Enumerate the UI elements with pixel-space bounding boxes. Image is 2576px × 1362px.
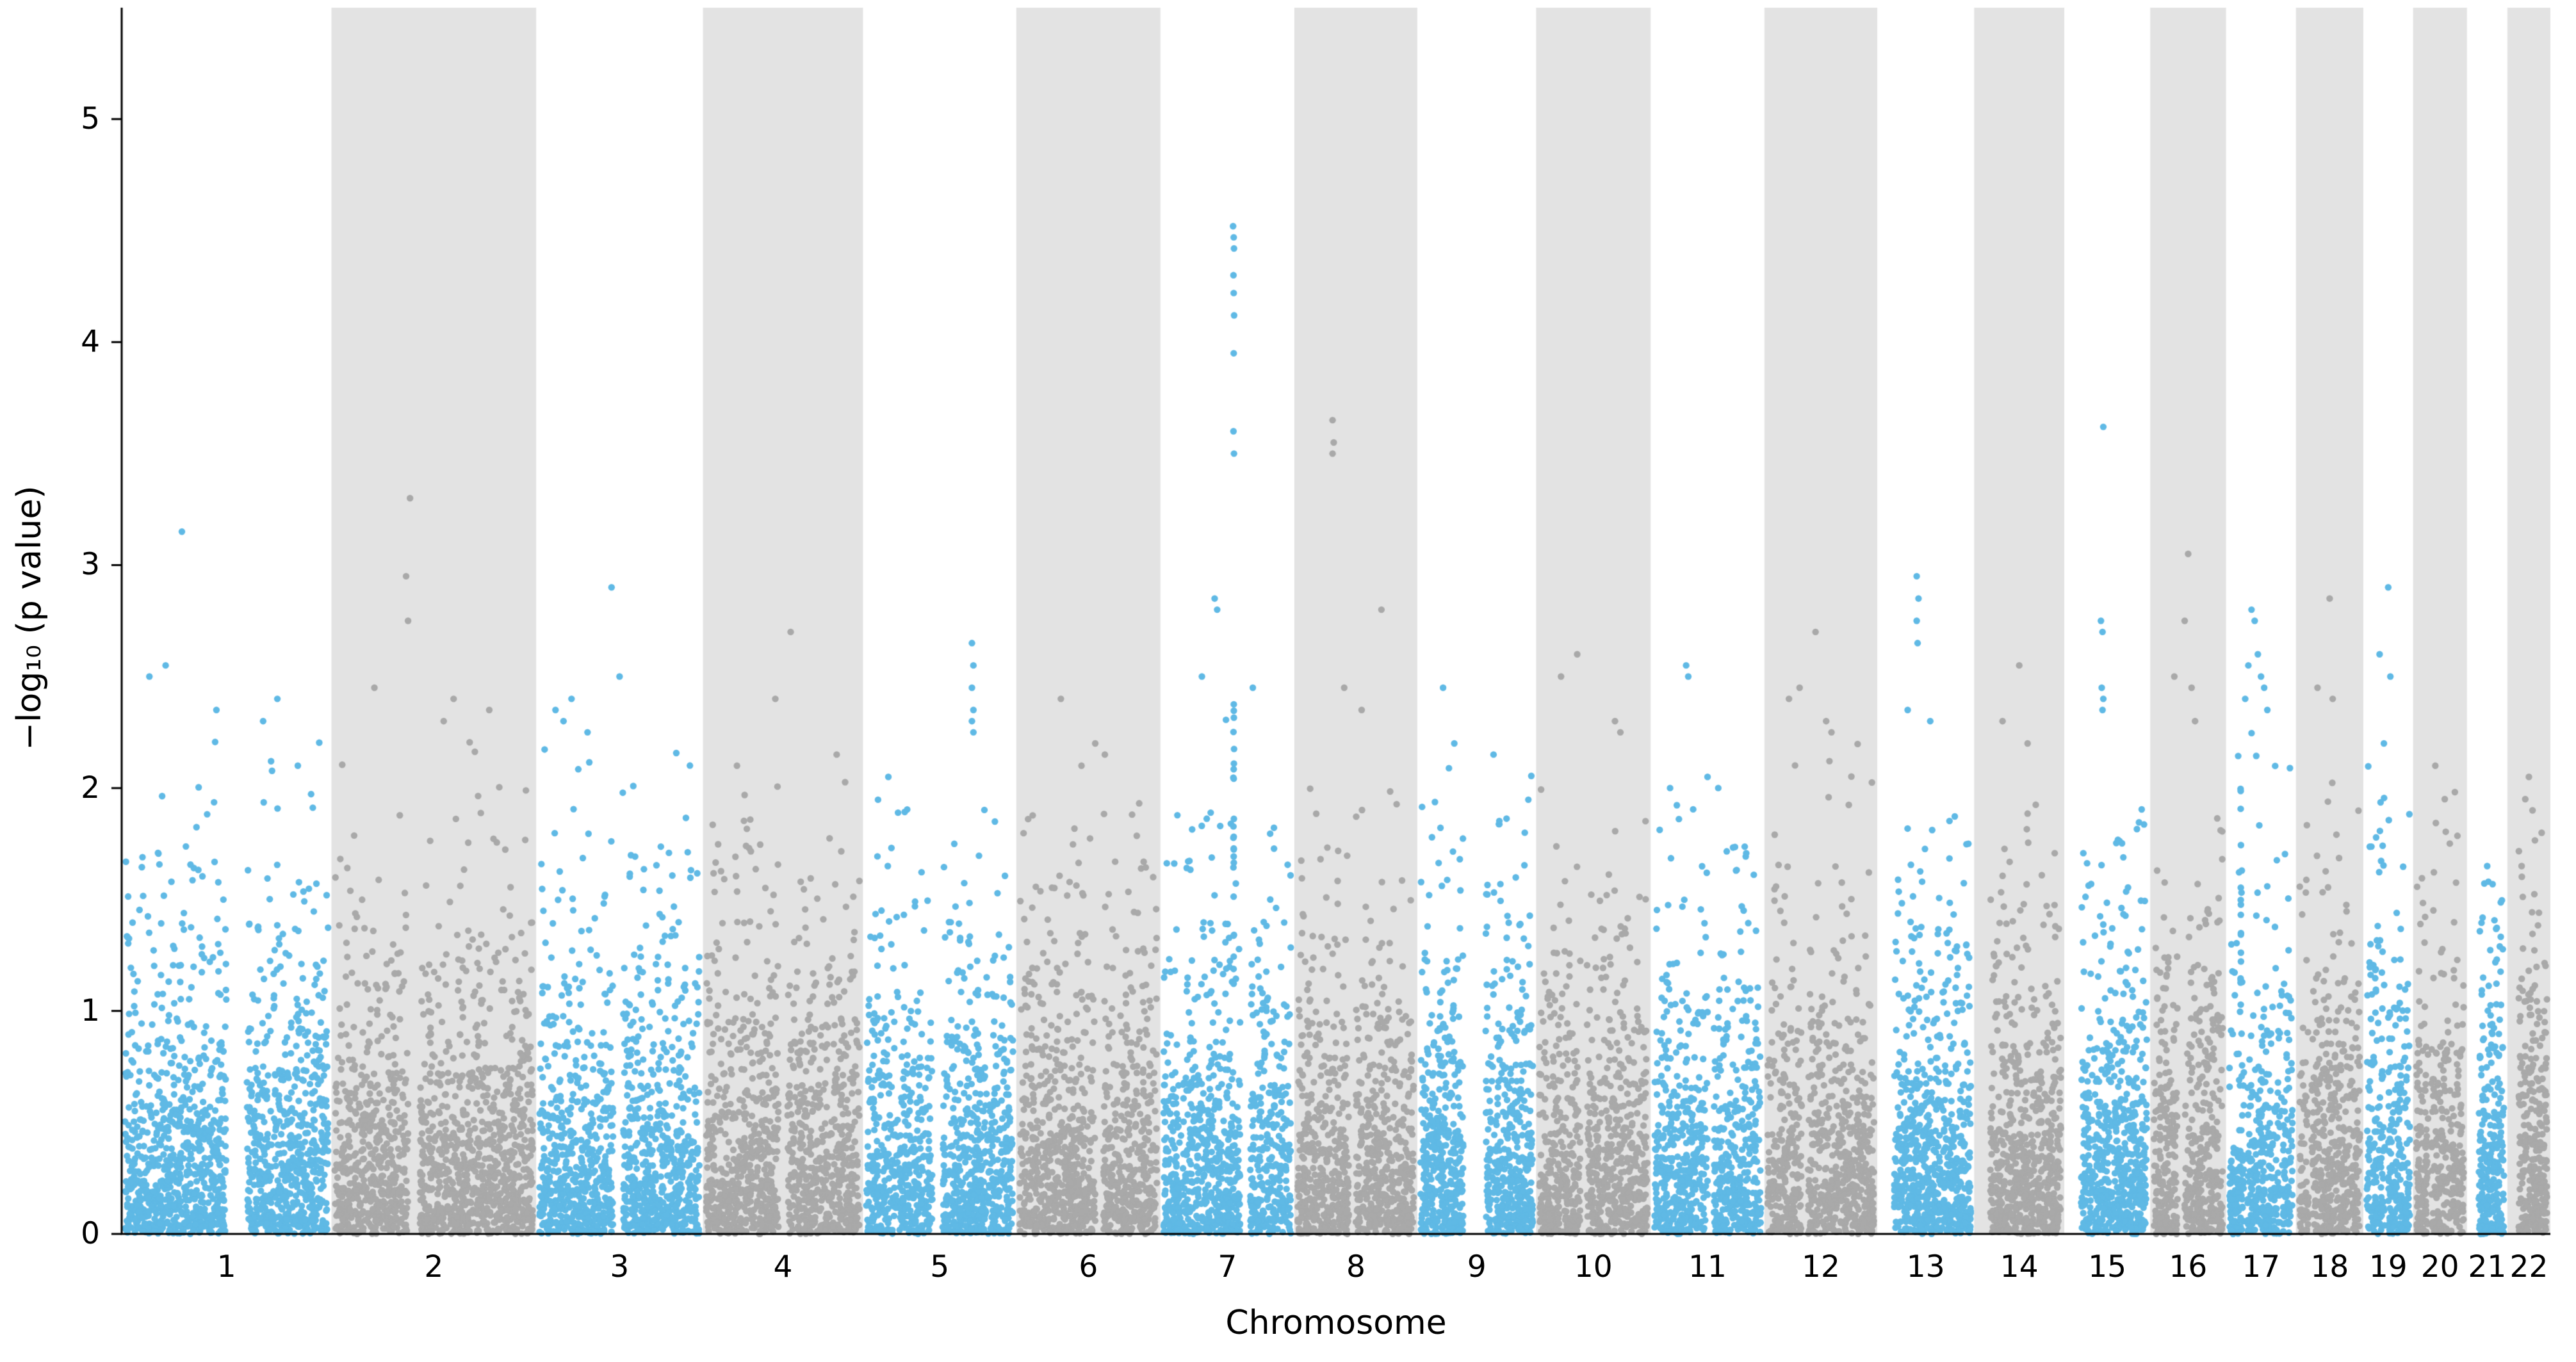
x-axis-label: Chromosome bbox=[1225, 1304, 1447, 1342]
y-axis-label: −log₁₀ (p value) bbox=[10, 485, 49, 750]
